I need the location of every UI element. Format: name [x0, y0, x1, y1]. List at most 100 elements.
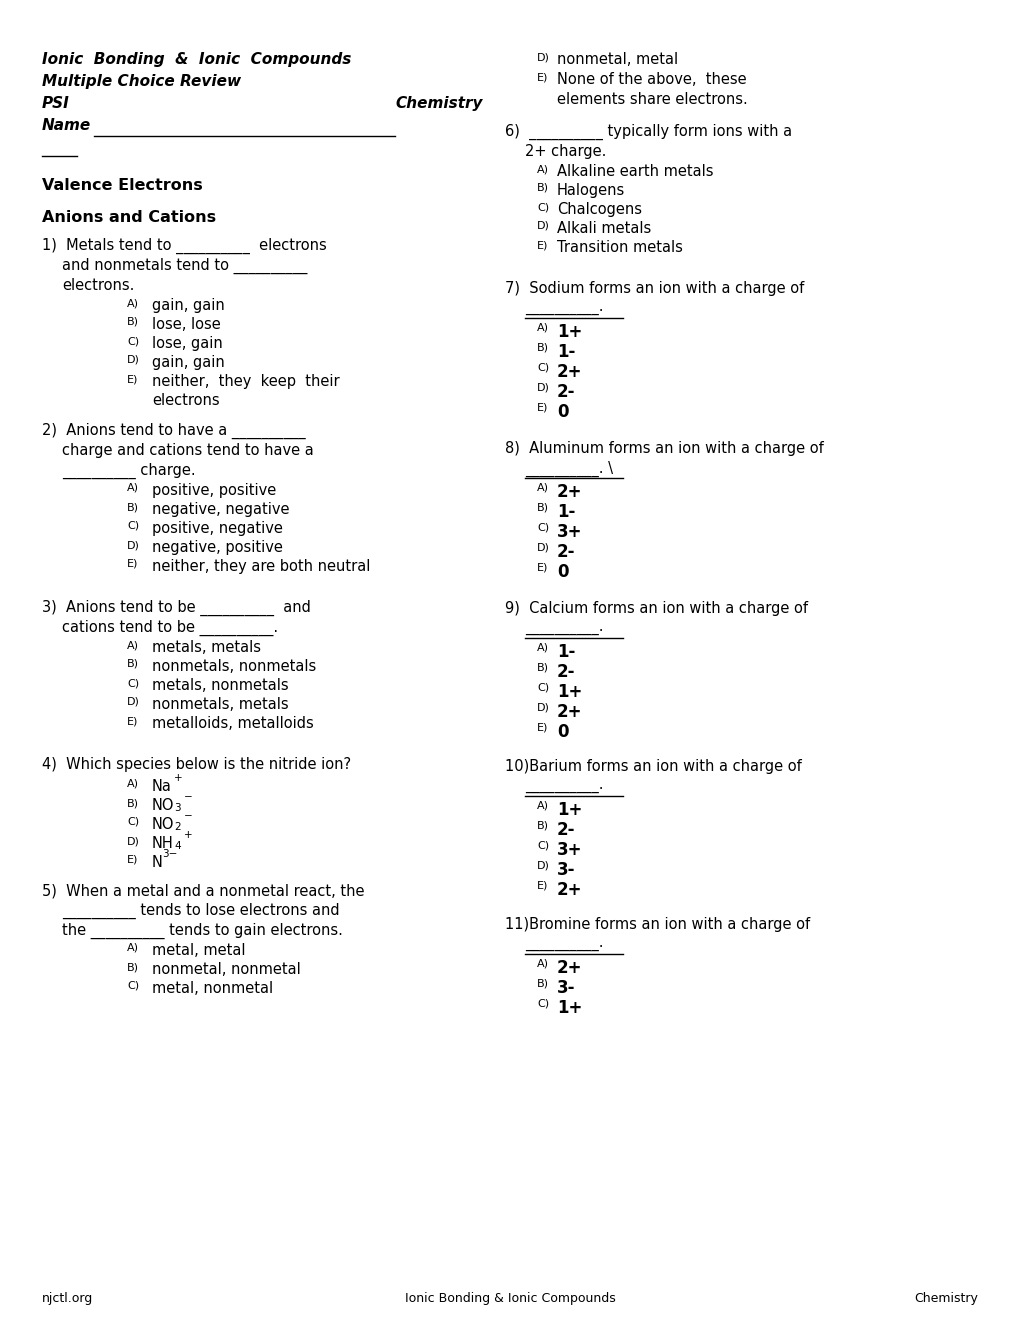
Text: 2+: 2+ [556, 880, 582, 899]
Text: B): B) [127, 659, 139, 669]
Text: 2)  Anions tend to have a __________: 2) Anions tend to have a __________ [42, 422, 306, 440]
Text: __________. \: __________. \ [525, 461, 612, 478]
Text: __________.: __________. [525, 301, 603, 315]
Text: C): C) [127, 521, 139, 531]
Text: Alkaline earth metals: Alkaline earth metals [556, 164, 713, 180]
Text: neither, they are both neutral: neither, they are both neutral [152, 558, 370, 574]
Text: E): E) [127, 715, 139, 726]
Text: gain, gain: gain, gain [152, 298, 224, 313]
Text: electrons.: electrons. [62, 279, 135, 293]
Text: the __________ tends to gain electrons.: the __________ tends to gain electrons. [62, 923, 342, 940]
Text: Multiple Choice Review: Multiple Choice Review [42, 74, 240, 88]
Text: 4: 4 [174, 841, 180, 851]
Text: B): B) [536, 183, 548, 193]
Text: njctl.org: njctl.org [42, 1292, 93, 1305]
Text: 2+: 2+ [556, 483, 582, 502]
Text: 3+: 3+ [556, 841, 582, 859]
Text: B): B) [536, 503, 548, 513]
Text: 2+: 2+ [556, 960, 582, 977]
Text: A): A) [536, 323, 548, 333]
Text: D): D) [127, 697, 140, 708]
Text: negative, negative: negative, negative [152, 502, 289, 517]
Text: 2-: 2- [556, 821, 575, 840]
Text: 4)  Which species below is the nitride ion?: 4) Which species below is the nitride io… [42, 756, 351, 772]
Text: nonmetals, metals: nonmetals, metals [152, 697, 288, 711]
Text: D): D) [536, 51, 549, 62]
Text: C): C) [536, 682, 548, 693]
Text: Transition metals: Transition metals [556, 240, 682, 255]
Text: C): C) [127, 817, 139, 828]
Text: D): D) [127, 540, 140, 550]
Text: E): E) [536, 723, 548, 733]
Text: 3)  Anions tend to be __________  and: 3) Anions tend to be __________ and [42, 601, 311, 616]
Text: E): E) [536, 880, 548, 891]
Text: __________ tends to lose electrons and: __________ tends to lose electrons and [62, 903, 339, 919]
Text: Na: Na [152, 779, 172, 795]
Text: 1-: 1- [556, 343, 575, 360]
Text: 2: 2 [174, 822, 180, 832]
Text: metals, metals: metals, metals [152, 640, 261, 655]
Text: nonmetals, nonmetals: nonmetals, nonmetals [152, 659, 316, 675]
Text: E): E) [536, 564, 548, 573]
Text: A): A) [127, 483, 139, 492]
Text: nonmetal, nonmetal: nonmetal, nonmetal [152, 962, 301, 977]
Text: E): E) [127, 558, 139, 569]
Text: 7)  Sodium forms an ion with a charge of: 7) Sodium forms an ion with a charge of [504, 281, 803, 296]
Text: B): B) [536, 343, 548, 352]
Text: E): E) [536, 73, 548, 82]
Text: A): A) [536, 960, 548, 969]
Text: C): C) [536, 999, 548, 1008]
Text: 0: 0 [556, 723, 568, 741]
Text: lose, lose: lose, lose [152, 317, 220, 333]
Text: 3: 3 [174, 803, 180, 813]
Text: B): B) [536, 979, 548, 989]
Text: +: + [174, 774, 182, 783]
Text: 11)Bromine forms an ion with a charge of: 11)Bromine forms an ion with a charge of [504, 917, 809, 932]
Text: nonmetal, metal: nonmetal, metal [556, 51, 678, 67]
Text: B): B) [127, 502, 139, 512]
Text: A): A) [536, 164, 548, 174]
Text: Ionic Bonding & Ionic Compounds: Ionic Bonding & Ionic Compounds [405, 1292, 614, 1305]
Text: __________ charge.: __________ charge. [62, 463, 196, 479]
Text: Chemistry: Chemistry [394, 96, 482, 111]
Text: __________.: __________. [525, 620, 603, 636]
Text: Halogens: Halogens [556, 183, 625, 198]
Text: B): B) [536, 663, 548, 673]
Text: 2-: 2- [556, 383, 575, 401]
Text: D): D) [536, 704, 549, 713]
Text: Chemistry: Chemistry [913, 1292, 977, 1305]
Text: B): B) [127, 962, 139, 972]
Text: D): D) [127, 836, 140, 846]
Text: positive, negative: positive, negative [152, 521, 282, 536]
Text: C): C) [127, 981, 139, 991]
Text: NO: NO [152, 799, 174, 813]
Text: and nonmetals tend to __________: and nonmetals tend to __________ [62, 257, 307, 275]
Text: 1-: 1- [556, 503, 575, 521]
Text: 2+: 2+ [556, 704, 582, 721]
Text: A): A) [536, 643, 548, 653]
Text: 1+: 1+ [556, 323, 582, 341]
Text: 3+: 3+ [556, 523, 582, 541]
Text: Valence Electrons: Valence Electrons [42, 178, 203, 193]
Text: 9)  Calcium forms an ion with a charge of: 9) Calcium forms an ion with a charge of [504, 601, 807, 616]
Text: 8)  Aluminum forms an ion with a charge of: 8) Aluminum forms an ion with a charge o… [504, 441, 823, 455]
Text: 2-: 2- [556, 663, 575, 681]
Text: D): D) [536, 861, 549, 871]
Text: Anions and Cations: Anions and Cations [42, 210, 216, 224]
Text: metal, nonmetal: metal, nonmetal [152, 981, 273, 997]
Text: gain, gain: gain, gain [152, 355, 224, 370]
Text: electrons: electrons [152, 393, 219, 408]
Text: −: − [183, 792, 193, 803]
Text: negative, positive: negative, positive [152, 540, 282, 554]
Text: 3-: 3- [556, 979, 575, 997]
Text: A): A) [127, 779, 139, 789]
Text: E): E) [536, 240, 548, 249]
Text: positive, positive: positive, positive [152, 483, 276, 498]
Text: None of the above,  these: None of the above, these [556, 73, 746, 87]
Text: Ionic  Bonding  &  Ionic  Compounds: Ionic Bonding & Ionic Compounds [42, 51, 351, 67]
Text: elements share electrons.: elements share electrons. [556, 92, 747, 107]
Text: E): E) [127, 855, 139, 865]
Text: D): D) [127, 355, 140, 366]
Text: B): B) [127, 317, 139, 327]
Text: 1)  Metals tend to __________  electrons: 1) Metals tend to __________ electrons [42, 238, 326, 255]
